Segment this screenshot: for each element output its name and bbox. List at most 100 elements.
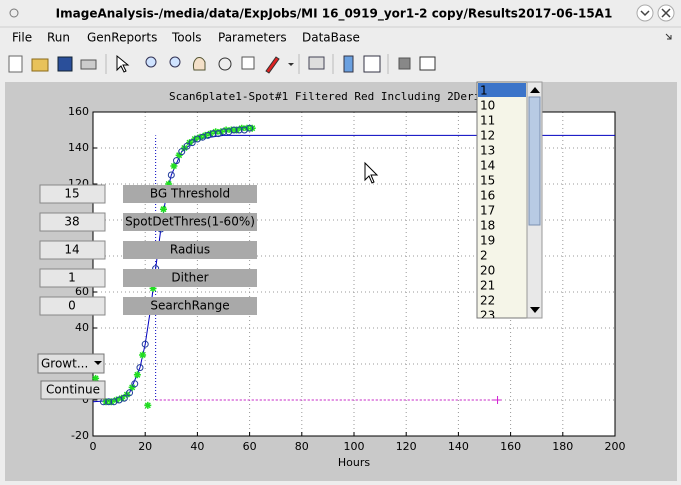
x-tick-label: 40 (190, 440, 204, 453)
menu-item[interactable]: Parameters (218, 31, 287, 45)
end-marker (493, 396, 502, 404)
listbox-item[interactable]: 14 (480, 159, 495, 173)
menu-item[interactable]: File (12, 31, 32, 45)
param-input[interactable] (39, 240, 106, 260)
x-tick-label: 140 (448, 440, 469, 453)
menu-item[interactable]: Tools (171, 31, 202, 45)
listbox-item[interactable]: 2 (480, 249, 488, 263)
listbox-item[interactable]: 23 (480, 309, 495, 323)
param-label: SearchRange (150, 299, 229, 313)
listbox-item[interactable]: 20 (480, 264, 495, 278)
param-button[interactable] (123, 269, 257, 287)
tool-hide[interactable] (398, 57, 411, 70)
tool-brush[interactable] (265, 56, 280, 74)
listbox-item[interactable]: 13 (480, 144, 495, 158)
param-label: SpotDetThres(1-60%) (125, 215, 255, 229)
x-tick-label: 0 (90, 440, 97, 453)
data-point (120, 394, 128, 402)
y-tick-label: -20 (71, 429, 89, 442)
listbox-item[interactable]: 17 (480, 204, 495, 218)
scroll-down[interactable] (530, 307, 540, 313)
scroll-thumb[interactable] (528, 96, 541, 226)
chart-title: Scan6plate1-Spot#1 Filtered Red Includin… (169, 90, 507, 103)
tool-datacursor[interactable] (241, 56, 255, 70)
tool-legend[interactable] (363, 55, 381, 73)
param-input[interactable] (39, 296, 106, 316)
data-point (136, 364, 144, 372)
param-label: Radius (170, 243, 210, 257)
x-axis-label: Hours (338, 456, 370, 469)
tool-print[interactable] (80, 59, 97, 70)
tool-rotate[interactable] (218, 57, 232, 71)
x-tick-label: 20 (138, 440, 152, 453)
continue-button[interactable] (40, 380, 106, 400)
tool-save[interactable] (57, 56, 73, 72)
data-point (188, 139, 196, 147)
param-input[interactable] (39, 184, 106, 204)
y-tick-label: 60 (75, 285, 89, 298)
x-tick-label: 60 (243, 440, 257, 453)
tool-new[interactable] (8, 55, 23, 73)
tool-menu-arrow[interactable] (288, 63, 294, 66)
popup-text: Growt... (41, 357, 88, 371)
data-point (178, 148, 186, 156)
menu-item[interactable]: GenReports (87, 31, 157, 45)
selection (478, 83, 526, 97)
listbox-item[interactable]: 15 (480, 174, 495, 188)
data-point (144, 401, 152, 409)
param-input[interactable] (39, 268, 106, 288)
tool-open[interactable] (31, 58, 49, 72)
data-point (131, 380, 139, 388)
tool-zoom-out[interactable] (169, 56, 181, 68)
param-button[interactable] (123, 185, 257, 203)
param-label: BG Threshold (150, 187, 230, 201)
param-input[interactable] (39, 212, 106, 232)
menu-bar: File Run GenReports Tools Parameters DataBase (12, 31, 360, 45)
menu-item[interactable]: Run (47, 31, 70, 45)
data-point (170, 162, 178, 170)
listbox-item[interactable]: 16 (480, 189, 495, 203)
x-tick-label: 120 (396, 440, 417, 453)
tool-zoom-in[interactable] (145, 56, 157, 68)
data-point (126, 389, 134, 397)
minimize-button[interactable] (636, 4, 654, 22)
data-point (235, 126, 243, 134)
data-point (159, 205, 167, 213)
scroll-up[interactable] (530, 87, 540, 93)
listbox-item[interactable]: 11 (480, 114, 495, 128)
listbox-item[interactable]: 18 (480, 219, 495, 233)
menu-dock[interactable] (665, 33, 672, 40)
listbox-item[interactable]: 21 (480, 279, 495, 293)
toolbar (8, 54, 436, 74)
y-tick-label: 160 (68, 105, 89, 118)
window-title: ImageAnalysis-/media/data/ExpJobs/MI 16_… (56, 7, 613, 22)
x-tick-label: 200 (605, 440, 626, 453)
listbox-item[interactable]: 22 (480, 294, 495, 308)
data-point (128, 383, 136, 391)
listbox-item[interactable]: 19 (480, 234, 495, 248)
tool-show[interactable] (419, 56, 436, 71)
tool-pan[interactable] (192, 57, 206, 71)
listbox-item[interactable]: 10 (480, 99, 495, 113)
x-tick-label: 160 (500, 440, 521, 453)
data-point (165, 180, 173, 188)
close-button[interactable] (657, 4, 675, 22)
tool-pointer[interactable] (116, 54, 130, 73)
controls: 15 BG Threshold 38 SpotDetThres(1-60%) 14 Rad… (37, 184, 257, 400)
tool-colorbar[interactable] (343, 55, 354, 73)
menu-item[interactable]: DataBase (302, 31, 360, 45)
popup-menu[interactable] (37, 353, 105, 374)
tool-link[interactable] (308, 56, 325, 70)
param-button[interactable] (123, 213, 257, 231)
param-button[interactable] (123, 241, 257, 259)
data-point (246, 124, 254, 132)
param-value: 15 (64, 187, 79, 201)
data-point (220, 128, 227, 136)
param-button[interactable] (123, 297, 257, 315)
data-point (139, 351, 147, 359)
listbox-item[interactable]: 1 (480, 84, 488, 98)
listbox-item[interactable]: 12 (480, 129, 495, 143)
